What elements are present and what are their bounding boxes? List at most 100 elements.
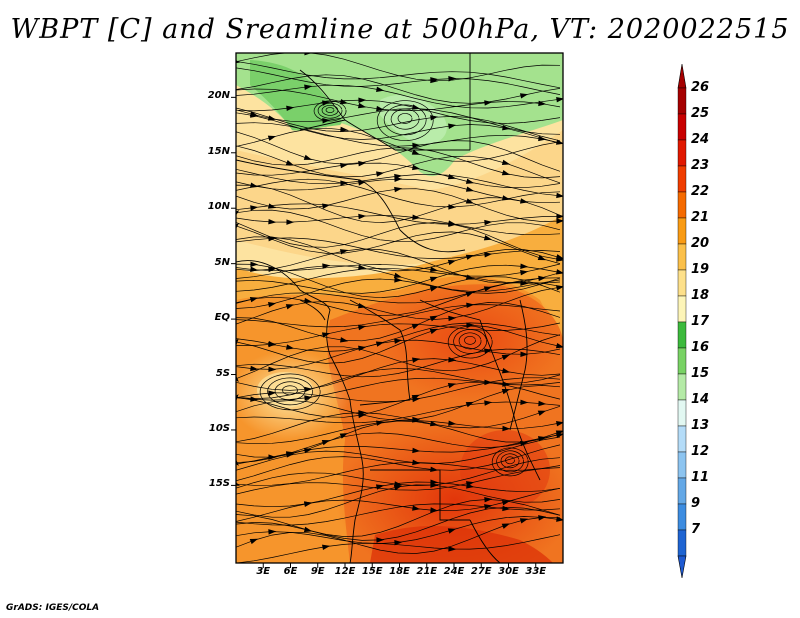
streamline [236,324,561,364]
streamline [236,107,561,142]
streamline [236,236,561,272]
streamline [236,178,561,208]
streamline [236,209,561,243]
streamline [236,516,561,544]
streamline [236,487,561,522]
streamline [236,61,561,89]
streamline [236,168,561,197]
colorbar-label: 25 [691,106,710,121]
lon-tick-label: 27E [470,566,492,577]
streamline [236,131,561,172]
lat-tick-label: 5N [214,256,230,268]
lon-tick-label: 9E [310,566,325,577]
streamline [453,329,487,354]
lon-tick-label: 12E [334,566,356,577]
streamline [236,534,561,563]
streamline [236,420,561,445]
wbpt-field [236,53,563,563]
colorbar-swatch [677,217,687,245]
colorbar-swatch [677,269,687,297]
streamline [236,401,561,424]
colorbar-label: 22 [691,184,710,199]
colorbar-swatch [677,451,687,479]
colorbar-swatch [677,165,687,193]
colorbar-label: 14 [691,392,710,407]
streamlines [236,53,563,563]
streamline [236,444,561,482]
streamline [236,322,561,352]
streamline [236,265,561,292]
streamline [376,100,434,141]
lon-tick-label: 30E [498,566,519,577]
colorbar [677,63,687,579]
colorbar-label: 15 [691,366,710,381]
lon-tick-label: 3E [256,566,271,577]
streamline [236,503,561,526]
streamline [236,225,561,264]
streamline [282,385,298,396]
streamline [496,450,524,473]
streamline [236,222,561,260]
streamline [236,53,561,82]
streamline [390,108,420,130]
streamline [236,434,561,465]
streamline [236,145,561,184]
streamline [236,237,561,259]
colorbar-swatch [677,347,687,375]
colorbar-label: 13 [691,418,710,433]
streamline [447,325,493,359]
streamline [236,506,561,541]
streamline [236,457,561,489]
streamline [317,102,343,119]
streamline [236,67,561,95]
colorbar-swatch [677,87,687,115]
colorbar-swatch [677,399,687,427]
streamline [464,335,476,345]
colorbar-label: 11 [691,470,710,485]
lat-tick-label: 15N [207,145,230,157]
lon-tick-label: 15E [361,566,383,577]
streamline [236,436,561,471]
streamline [236,162,561,189]
chart-title: WBPT [C] and Sreamline at 500hPa, VT: 20… [10,14,790,45]
lon-tick-label: 6E [283,566,298,577]
colorbar-label: 18 [691,288,710,303]
colorbar-swatch [677,191,687,219]
colorbar-label: 21 [691,210,710,225]
streamline [236,74,561,104]
lon-tick-label: 18E [389,566,410,577]
streamline [267,377,313,406]
colorbar-swatch [677,321,687,349]
colorbar-label: 26 [691,80,710,95]
streamline [236,377,561,401]
streamline [274,381,306,401]
streamline [236,377,561,403]
colorbar-bottom-arrow [677,555,687,579]
streamline [236,188,561,222]
streamline [236,184,561,224]
streamline [325,107,335,113]
lon-tick-label: 21E [416,566,438,577]
colorbar-label: 19 [691,262,710,277]
colorbar-swatch [677,503,687,531]
colorbar-swatch [677,529,687,557]
streamline [505,456,515,465]
streamline [236,405,561,443]
colorbar-swatch [677,477,687,505]
streamline [236,334,561,380]
streamline [397,113,413,124]
colorbar-label: 23 [691,158,710,173]
colorbar-swatch [677,295,687,323]
country-borders [236,53,541,563]
streamline [236,339,561,370]
streamline [236,99,561,124]
colorbar-label: 20 [691,236,710,251]
lat-tick-label: 20N [207,90,230,102]
lat-tick-label: EQ [214,312,230,324]
colorbar-label: 7 [691,522,701,537]
streamline [313,100,347,122]
colorbar-swatch [677,139,687,167]
streamline [236,203,561,225]
streamline [236,281,561,316]
